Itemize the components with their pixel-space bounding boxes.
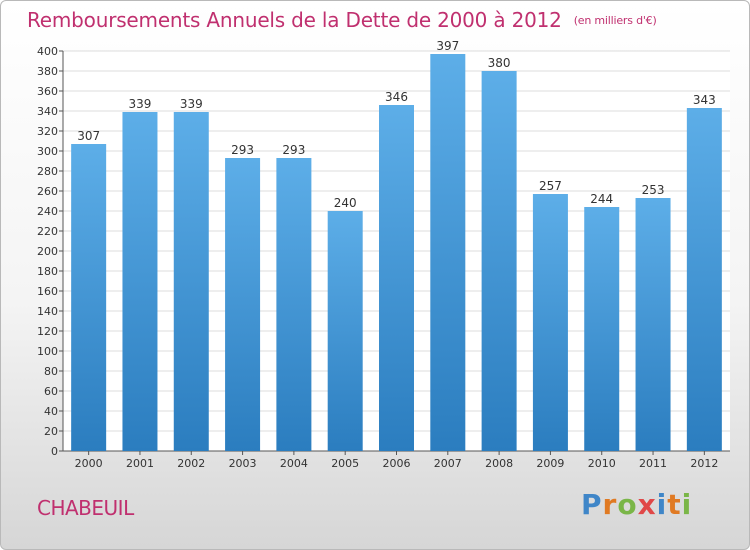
y-tick-label: 120 [37, 325, 58, 338]
bar-value-label: 293 [282, 143, 305, 157]
logo-letter: i [681, 488, 693, 521]
bar-value-label: 307 [77, 129, 100, 143]
bar-value-label: 380 [488, 56, 511, 70]
x-tick-label: 2010 [588, 457, 616, 470]
bar-value-label: 257 [539, 179, 562, 193]
bar [379, 105, 414, 451]
y-tick-label: 160 [37, 285, 58, 298]
x-tick-label: 2004 [280, 457, 308, 470]
bar-value-label: 240 [334, 196, 357, 210]
y-tick-label: 300 [37, 145, 58, 158]
bar [225, 158, 261, 451]
logo-letter: t [667, 488, 682, 521]
bar-value-label: 293 [231, 143, 254, 157]
x-tick-label: 2001 [126, 457, 154, 470]
x-tick-label: 2006 [383, 457, 411, 470]
y-tick-label: 240 [37, 205, 58, 218]
y-tick-label: 340 [37, 105, 58, 118]
logo-letter: i [656, 488, 668, 521]
bar [276, 158, 312, 451]
bar-value-label: 343 [693, 93, 716, 107]
bar-value-label: 346 [385, 90, 408, 104]
chart-title-text: Remboursements Annuels de la Dette de 20… [27, 8, 562, 32]
y-tick-label: 80 [44, 365, 58, 378]
y-tick-label: 20 [44, 425, 58, 438]
bar [327, 211, 363, 451]
y-tick-label: 260 [37, 185, 58, 198]
y-tick-label: 40 [44, 405, 58, 418]
bar-value-label: 244 [590, 192, 613, 206]
bar [584, 207, 620, 451]
y-tick-label: 140 [37, 305, 58, 318]
x-tick-label: 2000 [75, 457, 103, 470]
x-tick-label: 2005 [331, 457, 359, 470]
y-tick-label: 400 [37, 45, 58, 58]
bar-value-label: 339 [180, 97, 203, 111]
logo-letter: o [617, 488, 638, 521]
chart-unit: (en milliers d'€) [573, 14, 657, 27]
bar [635, 198, 671, 451]
y-tick-label: 0 [51, 445, 58, 458]
x-tick-label: 2003 [229, 457, 257, 470]
bar-value-label: 397 [436, 39, 459, 53]
y-tick-label: 360 [37, 85, 58, 98]
y-tick-label: 380 [37, 65, 58, 78]
commune-name: CHABEUIL [37, 496, 134, 520]
y-tick-label: 320 [37, 125, 58, 138]
y-tick-label: 60 [44, 385, 58, 398]
proxiti-logo: Proxiti [581, 488, 692, 521]
logo-letter: P [581, 488, 603, 521]
logo-letter: r [602, 488, 618, 521]
y-tick-label: 180 [37, 265, 58, 278]
bar [430, 54, 466, 451]
x-tick-label: 2008 [485, 457, 513, 470]
y-tick-label: 280 [37, 165, 58, 178]
bar [686, 108, 722, 451]
x-tick-label: 2007 [434, 457, 462, 470]
bar [173, 112, 209, 451]
x-tick-label: 2009 [536, 457, 564, 470]
bar-value-label: 339 [129, 97, 152, 111]
x-tick-label: 2002 [177, 457, 205, 470]
bar [71, 144, 107, 451]
bar [481, 71, 517, 451]
x-tick-label: 2012 [690, 457, 718, 470]
logo-letter: x [637, 488, 657, 521]
y-tick-label: 100 [37, 345, 58, 358]
bar [532, 194, 568, 451]
chart-title: Remboursements Annuels de la Dette de 20… [27, 8, 657, 32]
x-tick-label: 2011 [639, 457, 667, 470]
bar [122, 112, 158, 451]
y-tick-label: 220 [37, 225, 58, 238]
bar-value-label: 253 [642, 183, 665, 197]
y-tick-label: 200 [37, 245, 58, 258]
